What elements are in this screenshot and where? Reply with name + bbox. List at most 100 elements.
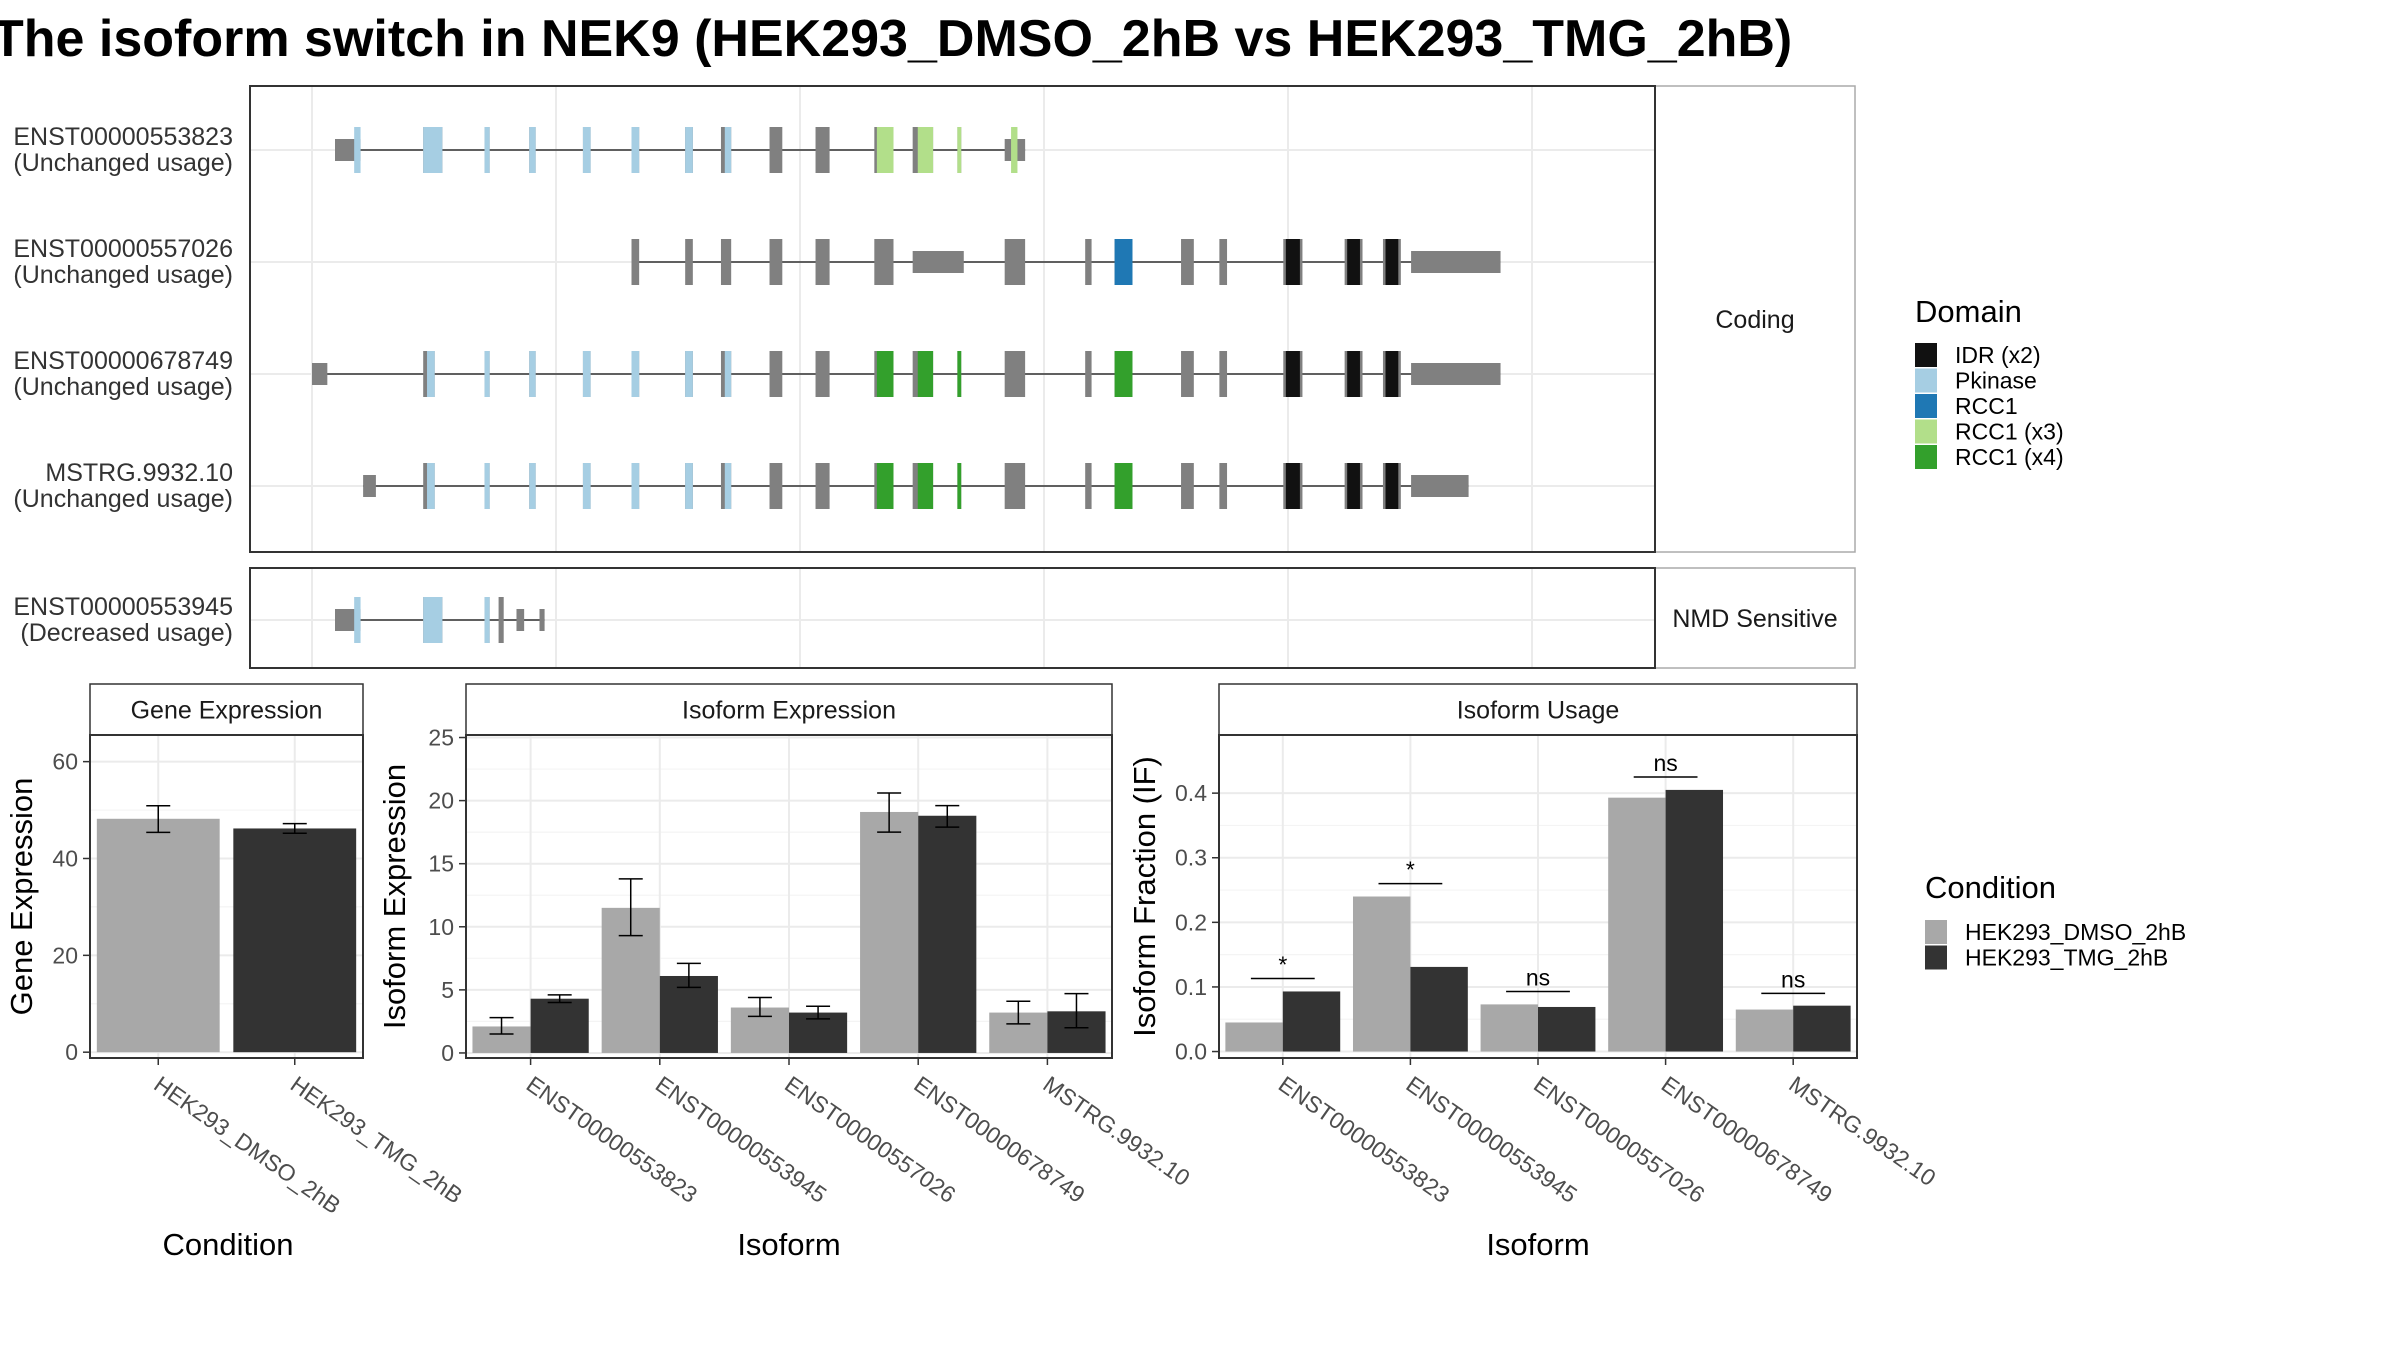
domain-pkinase bbox=[423, 127, 443, 173]
x-axis-label: Isoform bbox=[737, 1227, 840, 1262]
x-axis-label: Condition bbox=[163, 1227, 294, 1262]
transcript-usage-label: (Unchanged usage) bbox=[13, 261, 233, 289]
exon bbox=[1219, 463, 1228, 509]
domain-idr-x2- bbox=[1347, 351, 1360, 397]
isoform-usage-chart: Isoform Usage0.00.10.20.30.4**nsnsnsENST… bbox=[1127, 683, 1941, 1262]
y-tick-label: 0.4 bbox=[1175, 780, 1207, 806]
y-tick-label: 20 bbox=[428, 788, 454, 814]
exon bbox=[539, 609, 545, 631]
y-axis-label: Isoform Expression bbox=[377, 764, 412, 1029]
domain-pkinase bbox=[484, 597, 490, 643]
domain-legend-swatch bbox=[1915, 445, 1937, 469]
transcript-track bbox=[363, 463, 1469, 509]
exon bbox=[1004, 351, 1026, 397]
chart-strip bbox=[89, 683, 364, 736]
bar bbox=[96, 818, 220, 1053]
chart-plot-border bbox=[1218, 734, 1858, 1059]
domain-rcc1-x4- bbox=[1114, 351, 1133, 397]
y-axis-label: Isoform Fraction (IF) bbox=[1127, 756, 1162, 1037]
y-tick-label: 15 bbox=[428, 851, 454, 877]
bar bbox=[918, 815, 977, 1053]
exon bbox=[815, 463, 830, 509]
condition-legend-swatch bbox=[1925, 920, 1947, 944]
chart-plot-border bbox=[89, 734, 364, 1059]
facet-strip bbox=[1654, 567, 1856, 669]
domain-pkinase bbox=[685, 463, 693, 509]
domain-pkinase bbox=[354, 597, 361, 643]
exon bbox=[1219, 239, 1228, 285]
y-tick-label: 40 bbox=[52, 845, 78, 871]
transcript-usage-label: (Decreased usage) bbox=[20, 619, 233, 647]
domain-pkinase bbox=[484, 463, 490, 509]
domain-legend-label: IDR (x2) bbox=[1955, 342, 2041, 368]
domain-rcc1-x4- bbox=[917, 463, 934, 509]
domain-pkinase bbox=[484, 351, 490, 397]
bar bbox=[1735, 1009, 1794, 1052]
exon bbox=[815, 239, 830, 285]
domain-legend-swatch bbox=[1915, 343, 1937, 367]
domain-pkinase bbox=[582, 127, 591, 173]
exon bbox=[631, 239, 640, 285]
domain-pkinase bbox=[529, 351, 536, 397]
exon bbox=[363, 475, 376, 497]
domain-legend-swatch bbox=[1915, 368, 1937, 393]
bar bbox=[233, 828, 357, 1053]
domain-rcc1-x4- bbox=[957, 463, 962, 509]
bar bbox=[1665, 789, 1724, 1052]
facet-strip-label: NMD Sensitive bbox=[1672, 605, 1837, 633]
transcript-id-label: MSTRG.9932.10 bbox=[45, 459, 233, 487]
transcript-usage-label: (Unchanged usage) bbox=[13, 485, 233, 513]
exon bbox=[720, 239, 732, 285]
exon bbox=[516, 609, 525, 631]
y-tick-label: 60 bbox=[52, 749, 78, 775]
bar bbox=[1538, 1006, 1596, 1052]
domain-idr-x2- bbox=[1347, 239, 1360, 285]
chart-title: Isoform Usage bbox=[1457, 697, 1620, 725]
exon bbox=[498, 597, 504, 643]
condition-legend-swatch bbox=[1925, 945, 1947, 970]
domain-rcc1-x3- bbox=[917, 127, 934, 173]
domain-rcc1-x4- bbox=[1114, 463, 1133, 509]
domain-rcc1-x4- bbox=[876, 463, 894, 509]
domain-legend-label: RCC1 (x4) bbox=[1955, 444, 2064, 470]
exon bbox=[1085, 351, 1092, 397]
exon bbox=[1085, 239, 1092, 285]
domain-pkinase bbox=[631, 127, 640, 173]
x-axis-label: Isoform bbox=[1486, 1227, 1589, 1262]
y-tick-label: 0.3 bbox=[1175, 845, 1207, 871]
bar bbox=[1282, 991, 1341, 1052]
transcript-id-label: ENST00000553945 bbox=[13, 593, 233, 621]
domain-pkinase bbox=[529, 127, 536, 173]
domain-rcc1-x3- bbox=[1011, 127, 1018, 173]
domain-idr-x2- bbox=[1285, 463, 1300, 509]
bar bbox=[1793, 1005, 1851, 1052]
domain-rcc1-x4- bbox=[917, 351, 934, 397]
domain-pkinase bbox=[427, 351, 435, 397]
exon bbox=[874, 239, 894, 285]
bar bbox=[1608, 797, 1666, 1052]
chart-plot-border bbox=[465, 734, 1113, 1059]
exon bbox=[769, 127, 783, 173]
domain-pkinase bbox=[631, 463, 640, 509]
figure-title: The isoform switch in NEK9 (HEK293_DMSO_… bbox=[0, 10, 1792, 68]
significance-label: ns bbox=[1526, 964, 1550, 990]
exon bbox=[769, 239, 783, 285]
significance-label: ns bbox=[1781, 966, 1805, 992]
bar bbox=[530, 998, 589, 1053]
domain-legend-label: RCC1 bbox=[1955, 393, 2018, 419]
domain-idr-x2- bbox=[1285, 351, 1300, 397]
domain-pkinase bbox=[354, 127, 361, 173]
domain-rcc1 bbox=[1114, 239, 1133, 285]
condition-legend-label: HEK293_TMG_2hB bbox=[1965, 945, 2168, 971]
transcript-id-label: ENST00000557026 bbox=[13, 235, 233, 263]
domain-rcc1-x4- bbox=[957, 351, 962, 397]
domain-legend-title: Domain bbox=[1915, 294, 2022, 329]
bar bbox=[1352, 896, 1411, 1052]
domain-pkinase bbox=[529, 463, 536, 509]
bar bbox=[860, 811, 919, 1053]
significance-label: * bbox=[1278, 952, 1287, 978]
y-tick-label: 0 bbox=[65, 1039, 78, 1065]
